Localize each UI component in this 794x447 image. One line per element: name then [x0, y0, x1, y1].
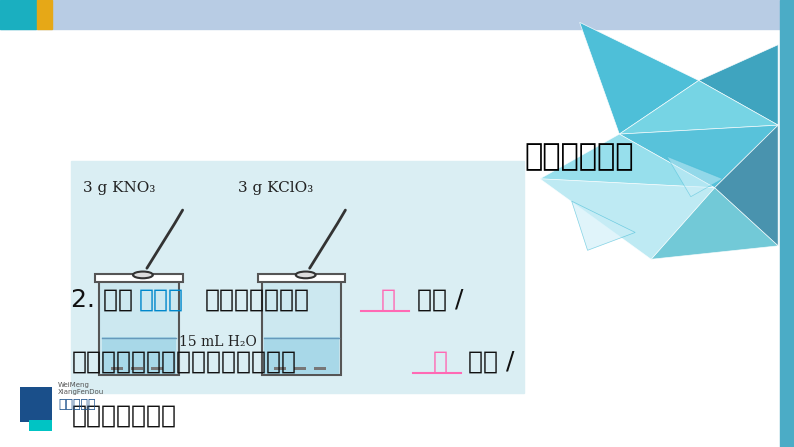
Bar [20, 387, 52, 422]
Text: 制备饱和溶液: 制备饱和溶液 [524, 142, 634, 171]
Bar [37, 0, 52, 29]
Bar [0, 0, 36, 29]
Text: （有 /: （有 / [417, 287, 463, 312]
Polygon shape [715, 125, 778, 246]
Text: 15 mL H₂O: 15 mL H₂O [179, 335, 256, 350]
Bar [274, 367, 286, 370]
Polygon shape [540, 179, 715, 259]
Bar [264, 337, 339, 374]
Polygon shape [580, 22, 699, 134]
Polygon shape [572, 201, 635, 250]
Text: 有: 有 [381, 287, 396, 312]
Text: 3 g KNO₃: 3 g KNO₃ [83, 181, 156, 195]
Bar [0, 0, 794, 29]
Text: （已 /: （已 / [468, 350, 515, 374]
Ellipse shape [295, 272, 316, 278]
FancyBboxPatch shape [262, 277, 341, 375]
Text: 为梦想奋斗: 为梦想奋斗 [58, 398, 95, 411]
FancyBboxPatch shape [258, 274, 345, 282]
Text: 未）达到限度。: 未）达到限度。 [71, 404, 176, 428]
Bar [131, 367, 143, 370]
FancyBboxPatch shape [99, 277, 179, 375]
Text: 的烧杯中，观察: 的烧杯中，观察 [205, 287, 310, 312]
FancyBboxPatch shape [95, 274, 183, 282]
Text: 已: 已 [433, 350, 448, 374]
Polygon shape [619, 80, 778, 134]
Polygon shape [667, 156, 723, 197]
Polygon shape [540, 134, 715, 188]
Bar [294, 367, 306, 370]
Bar [71, 161, 524, 393]
Bar [102, 337, 176, 374]
Bar [29, 420, 52, 431]
Bar [111, 367, 123, 370]
Bar [780, 0, 794, 447]
Polygon shape [651, 188, 778, 259]
Text: 无）固体剩余，表明溶质溶解的量: 无）固体剩余，表明溶质溶解的量 [71, 350, 296, 374]
Polygon shape [619, 125, 778, 188]
Text: 3 g KClO₃: 3 g KClO₃ [238, 181, 314, 195]
Text: 氯酸钾: 氯酸钾 [139, 287, 184, 312]
Ellipse shape [133, 272, 152, 278]
Bar [151, 367, 163, 370]
Text: 2. 加入: 2. 加入 [71, 287, 133, 312]
Bar [314, 367, 326, 370]
Text: WeiMeng
XiangFenDou: WeiMeng XiangFenDou [58, 382, 104, 396]
Polygon shape [699, 45, 778, 125]
